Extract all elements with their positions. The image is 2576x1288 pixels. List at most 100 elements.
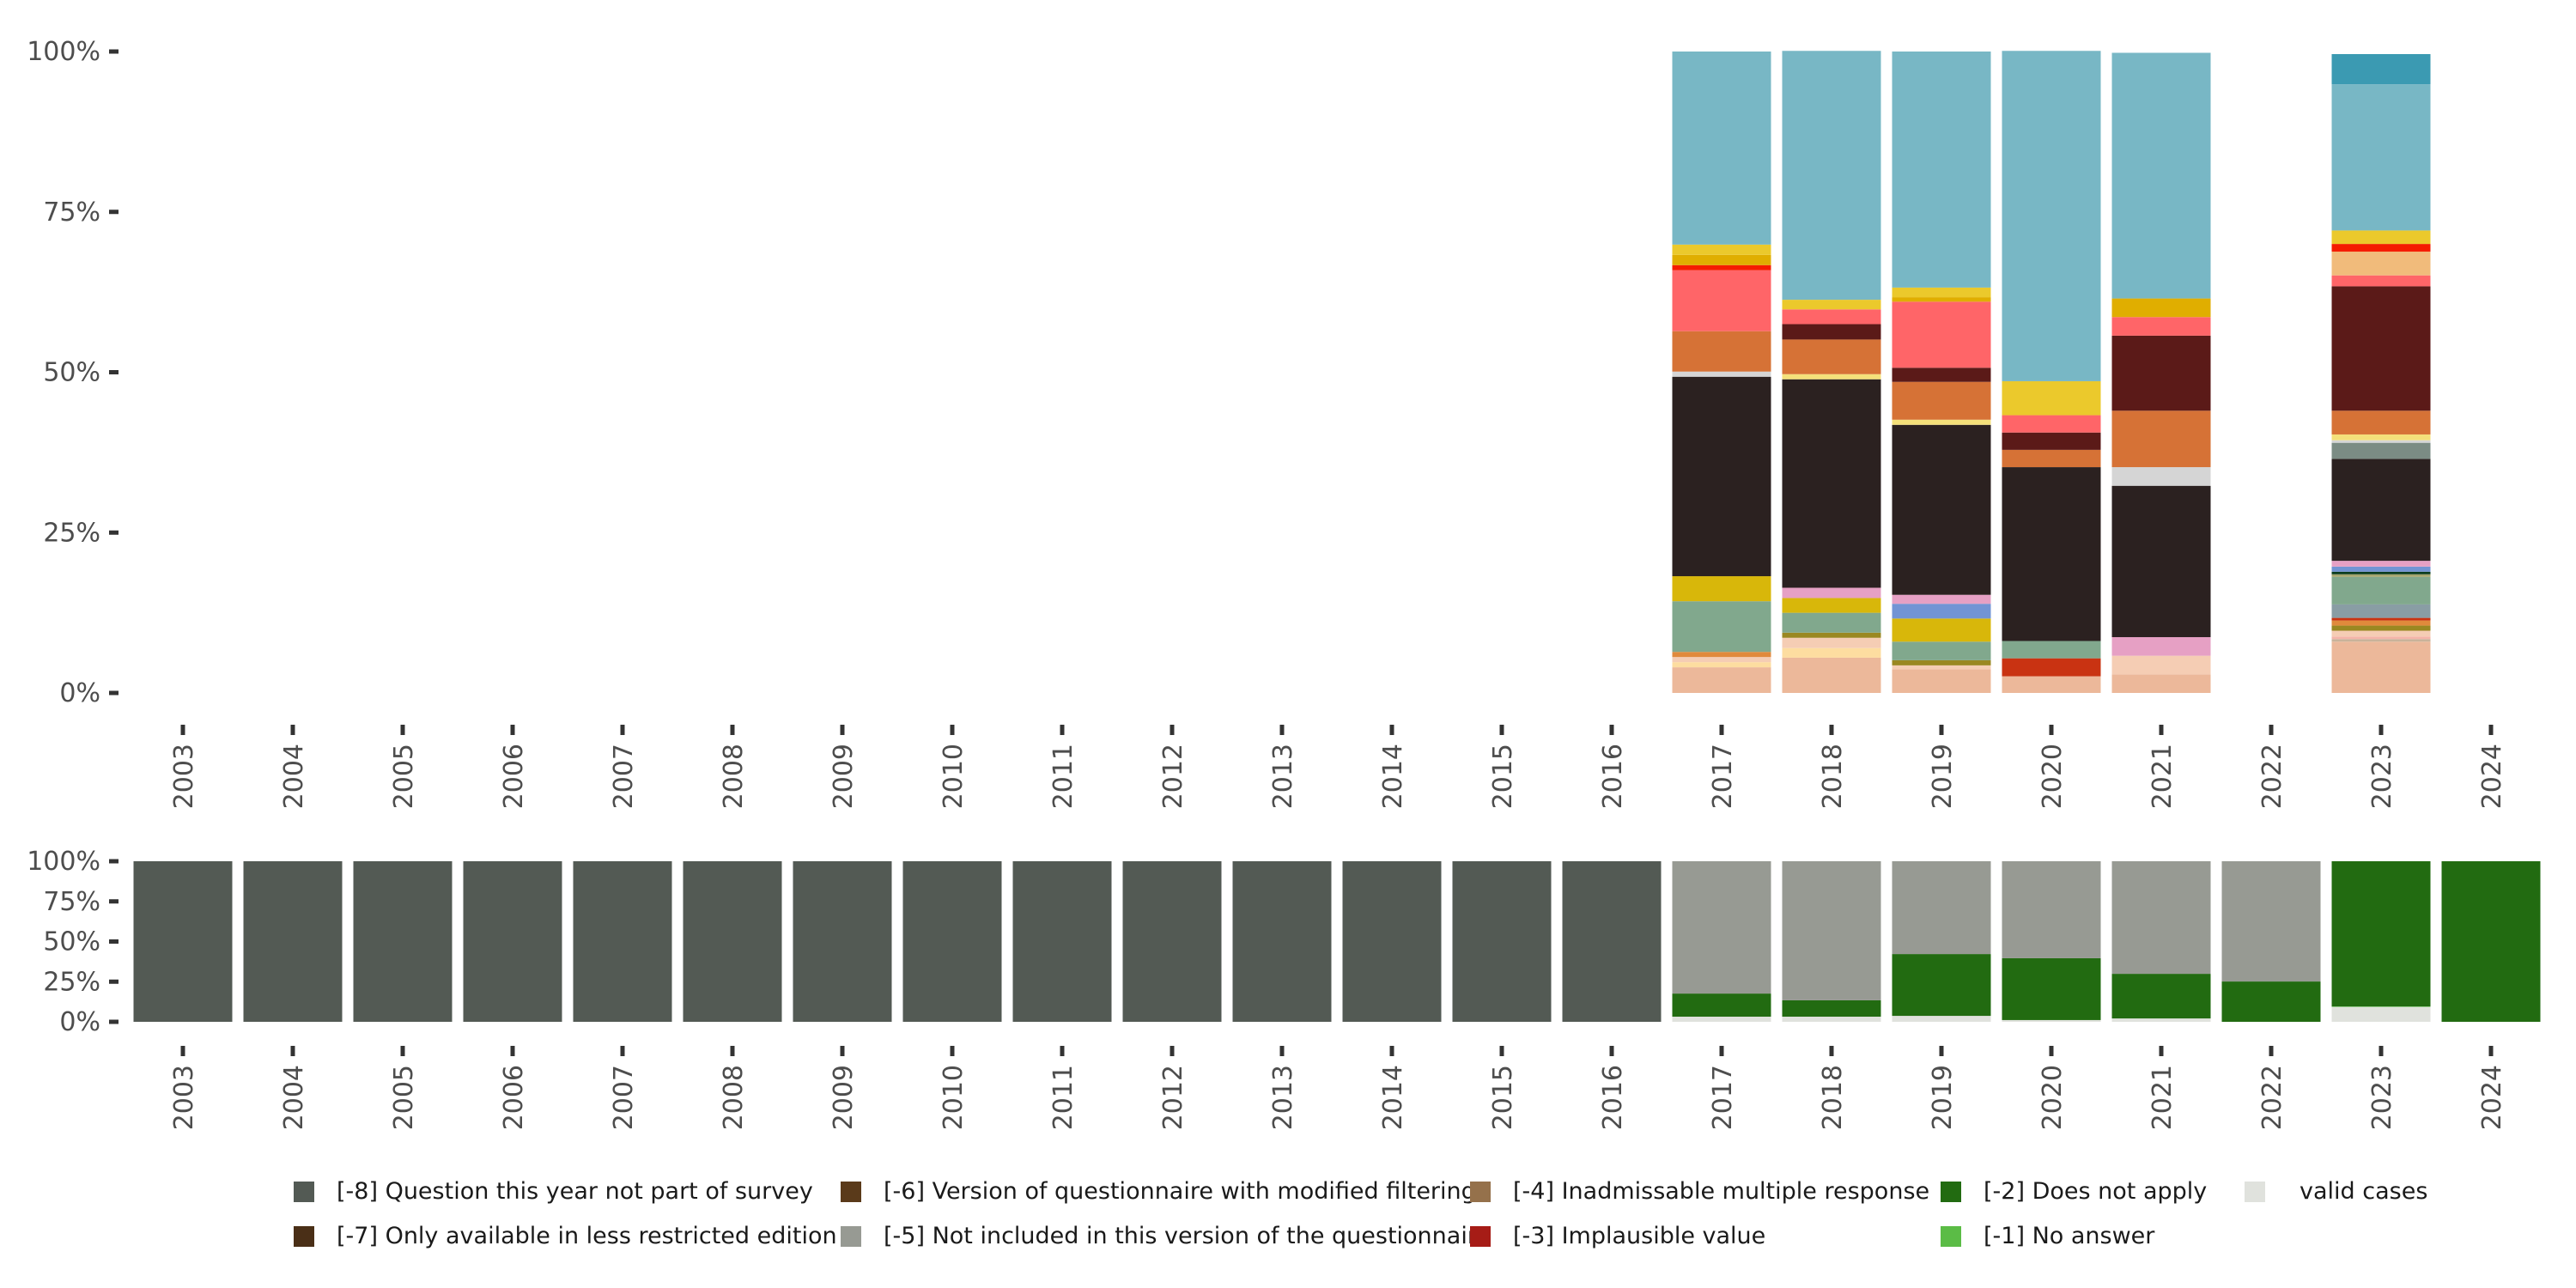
bar-segment-2023: [2331, 53, 2431, 85]
bar-segment-2012: [1122, 861, 1222, 1022]
legend-label-minus3: [-3] Implausible value: [1513, 1223, 1766, 1249]
bar-segment-2020: [2002, 957, 2101, 1020]
bar-segment-2017: [1672, 52, 1771, 245]
x-tick-label: 2023: [2367, 744, 2397, 809]
bar-segment-2018: [1782, 657, 1881, 693]
legend-item-minus4: [-4] Inadmissable multiple response: [1470, 1180, 1929, 1203]
bar-segment-2023: [2331, 1006, 2431, 1007]
bar-segment-2019: [1892, 287, 1991, 298]
bar-segment-2018: [1782, 647, 1881, 658]
x-tick-label: 2011: [1048, 744, 1078, 809]
bar-segment-2019: [1892, 641, 1991, 660]
bar-segment-2021: [2111, 467, 2211, 486]
bar-segment-2023: [2331, 639, 2431, 642]
legend-item-valid: valid cases: [2245, 1180, 2427, 1203]
x-tick-label: 2003: [169, 1065, 199, 1130]
bar-segment-2019: [1892, 861, 1991, 955]
legend-item-minus6: [-6] Version of questionnaire with modif…: [841, 1178, 1476, 1205]
x-tick-label: 2016: [1598, 1065, 1628, 1130]
y-tick-label: 100%: [27, 37, 100, 67]
bar-segment-2021: [2111, 52, 2211, 299]
bar-segment-2023: [2331, 84, 2431, 231]
legend: [-8] Question this year not part of surv…: [294, 1178, 2526, 1258]
bar-segment-2018: [1782, 861, 1881, 1000]
bar-segment-2023: [2331, 625, 2431, 631]
bar-segment-2021: [2111, 1018, 2211, 1022]
legend-key-minus8: [294, 1182, 314, 1202]
bar-segment-2021: [2111, 335, 2211, 411]
bar-segment-2017: [1672, 264, 1771, 270]
bar-segment-2018: [1782, 51, 1881, 301]
bar-segment-2019: [1892, 669, 1991, 693]
legend-key-minus1: [1941, 1226, 1961, 1247]
x-tick-label: 2008: [719, 744, 749, 809]
x-tick-label: 2019: [1928, 1065, 1958, 1130]
bar-segment-2018: [1782, 300, 1881, 310]
x-tick-label: 2015: [1488, 1065, 1518, 1130]
bar-segment-2023: [2331, 574, 2431, 577]
bar-segment-2018: [1782, 324, 1881, 340]
x-tick-label: 2024: [2477, 744, 2507, 809]
legend-key-minus4: [1470, 1182, 1491, 1202]
x-tick-label: 2021: [2148, 1065, 2178, 1130]
bar-segment-2018: [1782, 632, 1881, 638]
y-tick-label: 25%: [43, 967, 100, 997]
bar-segment-2017: [1672, 254, 1771, 265]
y-tick-label: 50%: [43, 927, 100, 957]
bar-segment-2020: [2002, 641, 2101, 659]
bar-segment-2009: [793, 861, 892, 1022]
bar-segment-2020: [2002, 51, 2101, 381]
bar-segment-2017: [1672, 652, 1771, 658]
y-tick-label: 0%: [59, 678, 100, 708]
y-tick-label: 0%: [59, 1007, 100, 1037]
bar-segment-2021: [2111, 485, 2211, 638]
bar-segment-2023: [2331, 861, 2431, 1007]
bar-segment-2019: [1892, 419, 1991, 425]
bar-segment-2020: [2002, 1019, 2101, 1022]
x-tick-label: 2004: [279, 744, 309, 809]
y-tick-label: 100%: [27, 847, 100, 877]
bar-segment-2018: [1782, 1017, 1881, 1022]
bar-segment-2019: [1892, 52, 1991, 288]
top-panel: 0% 25% 50% 75% 100% 2003 2004 2005 2006 2007 2008 2…: [27, 37, 2507, 809]
bar-segment-2022: [2221, 861, 2321, 982]
bar-segment-2023: [2331, 230, 2431, 245]
bar-segment-2018: [1782, 612, 1881, 633]
bar-segment-2023: [2331, 1006, 2431, 1022]
bar-segment-2018: [1782, 339, 1881, 374]
bar-segment-2011: [1012, 861, 1112, 1022]
x-tick-label: 2018: [1818, 744, 1848, 809]
bar-segment-2017: [1672, 662, 1771, 668]
bar-segment-2023: [2331, 275, 2431, 287]
x-tick-label: 2015: [1488, 744, 1518, 809]
y-tick-label: 25%: [43, 518, 100, 548]
bar-segment-2023: [2331, 617, 2431, 621]
bar-segment-2020: [2002, 658, 2101, 677]
x-tick-label: 2011: [1048, 1065, 1078, 1130]
x-tick-label: 2017: [1708, 1065, 1738, 1130]
bar-segment-2017: [1672, 576, 1771, 602]
x-tick-label: 2012: [1158, 744, 1188, 809]
bar-segment-2021: [2111, 317, 2211, 336]
bar-segment-2014: [1342, 861, 1442, 1022]
bar-segment-2005: [353, 861, 453, 1022]
bar-segment-2017: [1672, 244, 1771, 255]
bar-segment-2021: [2111, 298, 2211, 318]
bar-segment-2023: [2331, 561, 2431, 567]
bar-segment-2023: [2331, 630, 2431, 637]
bar-segment-2021: [2111, 861, 2211, 975]
x-tick-label: 2021: [2148, 744, 2178, 809]
bar-segment-2023: [2331, 459, 2431, 562]
bar-segment-2018: [1782, 999, 1881, 1018]
bar-segment-2020: [2002, 861, 2101, 958]
legend-label-minus6: [-6] Version of questionnaire with modif…: [884, 1178, 1476, 1205]
bar-segment-2008: [683, 861, 782, 1022]
legend-item-minus7: [-7] Only available in less restricted e…: [294, 1224, 837, 1248]
x-tick-label: 2005: [389, 744, 419, 809]
y-tick-label: 75%: [43, 197, 100, 228]
bar-segment-2023: [2331, 434, 2431, 440]
bar-segment-2018: [1782, 587, 1881, 598]
bar-segment-2021: [2111, 655, 2211, 675]
bar-segment-2019: [1892, 618, 1991, 642]
bar-segment-2019: [1892, 604, 1991, 619]
